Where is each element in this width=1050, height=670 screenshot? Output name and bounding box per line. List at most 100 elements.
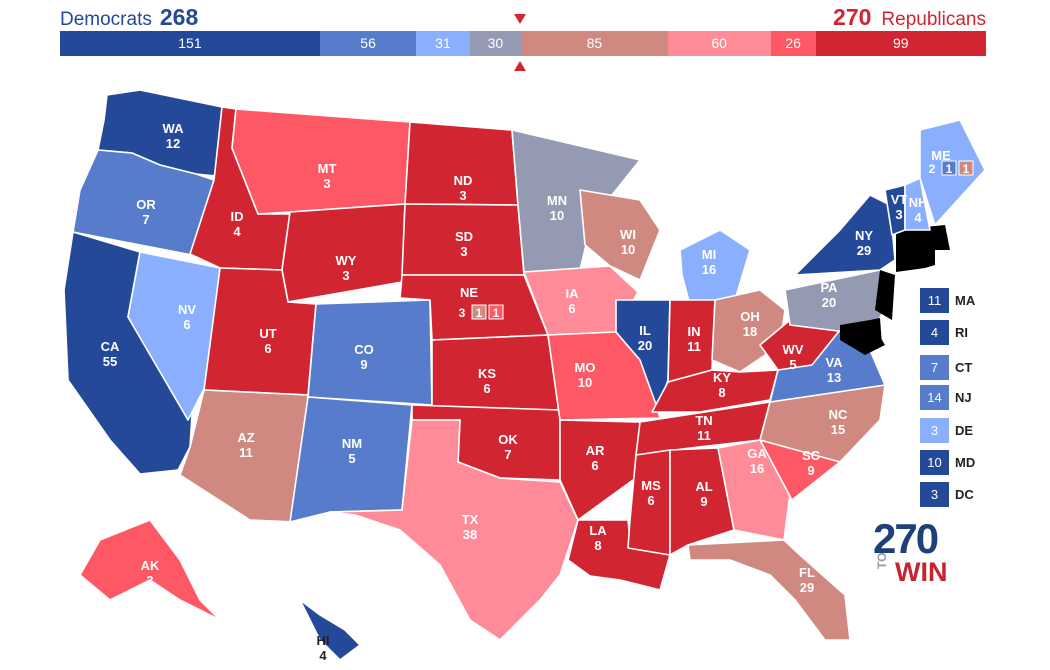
state-la[interactable] <box>567 519 671 591</box>
state-label-la: LA <box>589 523 607 538</box>
small-state-nj[interactable]: 14 NJ <box>920 385 972 410</box>
state-ev-ky: 8 <box>718 385 725 400</box>
state-label-co: CO <box>354 342 374 357</box>
state-label-ut: UT <box>259 326 276 341</box>
state-ev-wi: 10 <box>621 242 635 257</box>
state-pa[interactable] <box>784 269 891 336</box>
small-state-md[interactable]: 10 MD <box>920 450 975 475</box>
state-ev-wy: 3 <box>342 268 349 283</box>
state-ev-nd: 3 <box>459 188 466 203</box>
state-ar[interactable] <box>559 419 641 521</box>
logo-number: 270 <box>873 515 939 562</box>
state-ev-mo: 10 <box>578 375 592 390</box>
small-state-label-nj: NJ <box>955 390 972 405</box>
state-label-tx: TX <box>462 512 479 527</box>
state-ev-ut: 6 <box>264 341 271 356</box>
split-vote-ne-0: 3 <box>459 306 466 320</box>
state-label-id: ID <box>231 209 244 224</box>
state-label-nd: ND <box>454 173 473 188</box>
state-tn[interactable] <box>635 401 771 456</box>
state-hi[interactable] <box>299 599 361 661</box>
270towin-logo: 270 TO WIN <box>873 515 947 588</box>
state-label-tn: TN <box>695 413 712 428</box>
split-vote-box-ne-2[interactable] <box>488 304 504 320</box>
state-label-ks: KS <box>478 366 496 381</box>
state-ev-nh: 4 <box>914 210 922 225</box>
state-ev-vt: 3 <box>895 207 902 222</box>
state-ev-tn: 11 <box>697 428 711 443</box>
small-state-ri[interactable]: 4 RI <box>920 320 968 345</box>
state-ev-ny: 29 <box>857 243 871 258</box>
republicans-electoral-votes: 270 <box>833 4 872 30</box>
threshold-marker-top-icon <box>514 14 526 24</box>
state-label-ok: OK <box>498 432 518 447</box>
state-ev-hi: 4 <box>319 648 327 663</box>
small-state-ma[interactable]: 11 MA <box>920 288 975 313</box>
split-vote-box-me-1[interactable] <box>941 160 957 176</box>
small-state-label-de: DE <box>955 423 974 438</box>
republicans-label: Republicans <box>881 9 986 30</box>
state-label-me: ME <box>931 148 951 163</box>
state-ev-nm: 5 <box>348 451 355 466</box>
bar-segment-tilt-rep: 85 <box>521 31 668 56</box>
state-fl[interactable] <box>687 539 851 641</box>
small-state-label-dc: DC <box>955 487 974 502</box>
state-label-fl: FL <box>799 565 815 580</box>
state-ev-mt: 3 <box>323 176 330 191</box>
state-ev-ia: 6 <box>568 301 575 316</box>
state-ev-mn: 10 <box>550 208 564 223</box>
state-label-vt: VT <box>891 192 908 207</box>
state-ev-ok: 7 <box>504 447 511 462</box>
state-label-mt: MT <box>318 161 337 176</box>
state-nh[interactable] <box>904 177 931 231</box>
state-ev-wa: 12 <box>166 136 180 151</box>
state-ev-il: 20 <box>638 338 652 353</box>
small-state-label-ri: RI <box>955 325 968 340</box>
state-label-nm: NM <box>342 436 362 451</box>
small-state-label-ct: CT <box>955 360 973 375</box>
state-nv[interactable] <box>127 251 221 421</box>
small-state-de[interactable]: 3 DE <box>920 418 973 443</box>
small-state-ev-nj: 14 <box>920 385 949 410</box>
small-state-ct[interactable]: 7 CT <box>920 355 972 380</box>
state-ms[interactable] <box>627 449 671 556</box>
state-label-nv: NV <box>178 302 196 317</box>
small-state-dc[interactable]: 3 DC <box>920 482 974 507</box>
state-label-wy: WY <box>336 253 357 268</box>
bar-segment-lean-dem: 31 <box>416 31 470 56</box>
split-vote-box-me-2[interactable] <box>958 160 974 176</box>
state-wy[interactable] <box>281 203 406 303</box>
state-label-wv: WV <box>783 342 804 357</box>
split-vote-box-ne-1[interactable] <box>471 304 487 320</box>
state-label-hi: HI <box>317 633 330 648</box>
state-ev-ar: 6 <box>591 458 598 473</box>
state-wi[interactable] <box>579 189 661 281</box>
split-vote-me-2: 1 <box>963 162 970 176</box>
state-ev-ms: 6 <box>647 493 654 508</box>
logo-win: WIN <box>895 557 948 587</box>
democrats-total: Democrats 268 <box>60 4 198 33</box>
state-label-nc: NC <box>829 407 848 422</box>
state-ev-la: 8 <box>594 538 601 553</box>
state-ny[interactable] <box>794 194 896 276</box>
state-ev-va: 13 <box>827 370 841 385</box>
small-state-ev-dc: 3 <box>920 482 949 507</box>
democrats-label: Democrats <box>60 9 152 30</box>
state-ak[interactable] <box>79 519 221 621</box>
state-wv[interactable] <box>759 319 841 371</box>
state-label-il: IL <box>639 323 651 338</box>
split-vote-me-0: 2 <box>929 162 936 176</box>
state-label-ca: CA <box>101 339 120 354</box>
republicans-total: 270 Republicans <box>833 4 986 33</box>
state-al[interactable] <box>669 447 735 556</box>
state-ev-tx: 38 <box>463 527 477 542</box>
state-ev-ks: 6 <box>483 381 490 396</box>
split-vote-me-1: 1 <box>946 162 953 176</box>
state-label-ak: AK <box>141 558 160 573</box>
state-ev-sc: 9 <box>807 463 814 478</box>
state-tx[interactable] <box>329 419 579 641</box>
small-state-ev-ma: 11 <box>920 288 949 313</box>
state-label-or: OR <box>136 197 156 212</box>
state-label-mi: MI <box>702 247 716 262</box>
